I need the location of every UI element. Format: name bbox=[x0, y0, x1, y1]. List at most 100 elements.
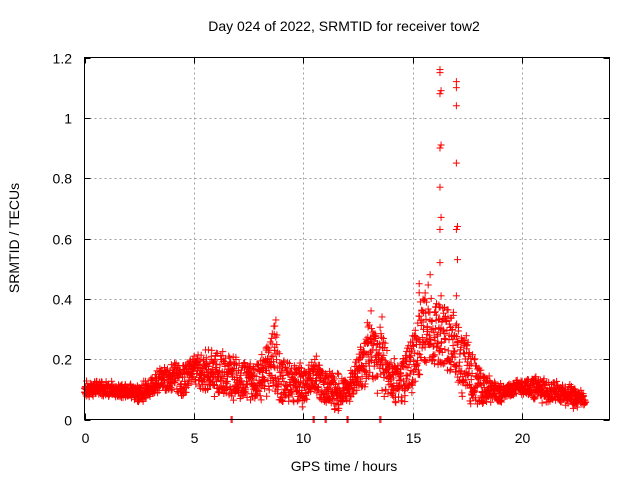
data-point bbox=[512, 389, 520, 397]
data-point bbox=[452, 78, 460, 86]
data-point bbox=[416, 371, 424, 379]
data-point bbox=[437, 339, 445, 347]
data-point bbox=[353, 374, 361, 382]
data-point bbox=[380, 392, 388, 400]
data-point bbox=[285, 360, 293, 368]
x-tick-label: 0 bbox=[82, 430, 90, 446]
data-point bbox=[312, 352, 320, 360]
data-point bbox=[452, 102, 460, 110]
data-point bbox=[414, 366, 422, 374]
data-point bbox=[477, 366, 485, 374]
data-points bbox=[81, 66, 590, 423]
data-point bbox=[216, 361, 224, 369]
data-point bbox=[403, 375, 411, 383]
data-point bbox=[271, 322, 279, 330]
data-point bbox=[436, 183, 444, 191]
data-point bbox=[431, 351, 439, 359]
data-point bbox=[378, 333, 386, 341]
data-point bbox=[242, 384, 250, 392]
x-tick-label: 5 bbox=[191, 430, 199, 446]
data-point bbox=[302, 370, 310, 378]
data-point bbox=[426, 271, 434, 279]
data-point bbox=[280, 357, 288, 365]
data-point bbox=[443, 327, 451, 335]
data-point bbox=[439, 304, 447, 312]
data-point bbox=[261, 385, 269, 393]
data-point bbox=[436, 259, 444, 267]
y-axis-label: SRMTID / TECUs bbox=[6, 183, 22, 293]
data-point bbox=[353, 386, 361, 394]
data-point bbox=[452, 225, 460, 233]
data-point bbox=[298, 403, 306, 411]
data-point bbox=[236, 380, 244, 388]
data-point bbox=[430, 360, 438, 368]
data-point bbox=[421, 289, 429, 297]
data-point bbox=[274, 348, 282, 356]
data-point bbox=[253, 387, 261, 395]
data-point bbox=[378, 313, 386, 321]
data-point bbox=[232, 355, 240, 363]
data-point bbox=[392, 399, 400, 407]
data-point bbox=[419, 325, 427, 333]
data-point bbox=[436, 225, 444, 233]
data-point bbox=[418, 344, 426, 352]
data-point bbox=[407, 380, 415, 388]
data-point bbox=[227, 359, 235, 367]
y-tick-label: 0.2 bbox=[53, 352, 73, 368]
data-point bbox=[271, 374, 279, 382]
data-point bbox=[538, 384, 546, 392]
data-point bbox=[273, 356, 281, 364]
data-point bbox=[246, 396, 254, 404]
data-point bbox=[373, 389, 381, 397]
x-tick-labels: 0 5 10 15 20 bbox=[82, 430, 531, 446]
data-point bbox=[414, 357, 422, 365]
data-point bbox=[415, 289, 423, 297]
data-point bbox=[266, 338, 274, 346]
data-point bbox=[529, 394, 537, 402]
data-point bbox=[445, 320, 453, 328]
data-point bbox=[365, 321, 373, 329]
data-point bbox=[467, 360, 475, 368]
data-point bbox=[462, 332, 470, 340]
data-point bbox=[422, 315, 430, 323]
y-tick-label: 1.2 bbox=[53, 51, 73, 67]
data-point bbox=[367, 307, 375, 315]
data-point bbox=[390, 355, 398, 363]
data-point bbox=[272, 316, 280, 324]
data-point bbox=[436, 69, 444, 77]
data-point bbox=[412, 362, 420, 370]
data-point bbox=[284, 358, 292, 366]
data-point bbox=[273, 331, 281, 339]
data-point bbox=[261, 375, 269, 383]
data-point bbox=[375, 349, 383, 357]
data-point bbox=[208, 365, 216, 373]
data-point bbox=[377, 330, 385, 338]
data-point bbox=[380, 374, 388, 382]
data-point bbox=[292, 382, 300, 390]
data-point bbox=[225, 352, 233, 360]
data-point bbox=[376, 323, 384, 331]
data-point bbox=[268, 334, 276, 342]
data-point bbox=[437, 344, 445, 352]
data-point bbox=[466, 361, 474, 369]
data-point bbox=[334, 369, 342, 377]
data-point bbox=[452, 84, 460, 92]
data-point bbox=[270, 362, 278, 370]
data-point bbox=[437, 141, 445, 149]
data-point bbox=[349, 387, 357, 395]
data-point bbox=[319, 368, 327, 376]
data-point bbox=[316, 395, 324, 403]
data-point bbox=[411, 326, 419, 334]
data-point bbox=[449, 335, 457, 343]
grid-lines bbox=[84, 57, 610, 420]
data-point bbox=[449, 311, 457, 319]
data-point bbox=[372, 335, 380, 343]
y-tick-label: 1 bbox=[64, 111, 72, 127]
data-point bbox=[474, 365, 482, 373]
data-point bbox=[315, 361, 323, 369]
data-point bbox=[408, 389, 416, 397]
data-point bbox=[346, 392, 354, 400]
data-point bbox=[479, 388, 487, 396]
x-axis-label: GPS time / hours bbox=[291, 458, 398, 474]
data-point bbox=[531, 393, 539, 401]
